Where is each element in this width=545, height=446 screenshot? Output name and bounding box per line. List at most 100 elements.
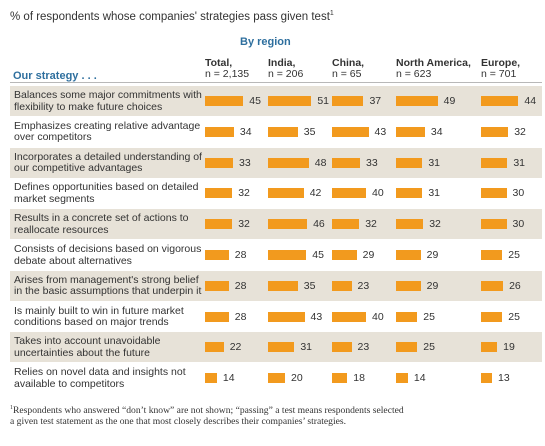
- chart-bar: [268, 373, 285, 384]
- chart-bar: [481, 188, 507, 199]
- chart-bar: [396, 219, 424, 230]
- column-header: China, n = 65: [332, 58, 364, 80]
- chart-bar: [205, 188, 233, 199]
- table-row: Results in a concrete set of actions to …: [10, 209, 542, 240]
- data-label: 20: [291, 372, 303, 385]
- chart-bar: [268, 311, 305, 322]
- data-label: 31: [428, 156, 441, 169]
- chart-bar: [205, 126, 234, 137]
- row-label: Arises from management's strong belief i…: [14, 273, 202, 298]
- data-label: 14: [413, 372, 426, 385]
- footnote-mark: 1: [10, 405, 13, 411]
- chart-bar: [332, 250, 357, 260]
- chart-bar: [268, 188, 304, 199]
- data-label: 14: [222, 372, 235, 385]
- chart-bar: [481, 342, 498, 353]
- chart-bar: [396, 157, 423, 168]
- data-label: 34: [239, 125, 252, 138]
- data-label: 35: [303, 279, 316, 292]
- chart-bar: [332, 280, 352, 291]
- chart-title: % of respondents whose companies' strate…: [10, 10, 334, 23]
- chart-bar: [268, 157, 309, 168]
- data-label: 40: [372, 310, 384, 323]
- chart-bar: [396, 373, 408, 384]
- data-label: 25: [508, 310, 520, 323]
- data-label: 44: [524, 95, 537, 107]
- data-label: 33: [239, 156, 251, 169]
- chart-bar: [396, 96, 438, 106]
- column-header-n: n = 701: [481, 68, 517, 80]
- data-label: 25: [423, 341, 435, 354]
- data-label: 30: [512, 218, 525, 231]
- data-label: 32: [365, 218, 377, 231]
- chart-bar: [396, 126, 425, 137]
- column-header-n: n = 623: [396, 68, 432, 80]
- data-label: 51: [317, 95, 330, 107]
- chart-bar: [481, 250, 503, 260]
- chart-bar: [481, 157, 508, 168]
- chart-bar: [332, 219, 360, 230]
- chart-bar: [396, 342, 418, 353]
- data-label: 46: [313, 218, 325, 231]
- table-row: Balances some major commitments with fle…: [10, 86, 542, 116]
- data-label: 40: [372, 187, 384, 200]
- data-label: 32: [514, 125, 526, 138]
- chart-bar: [205, 280, 229, 291]
- row-label: Results in a concrete set of actions to …: [14, 212, 189, 236]
- data-label: 45: [249, 95, 261, 107]
- data-label: 34: [430, 125, 443, 138]
- data-label: 25: [423, 310, 435, 323]
- chart-bar: [332, 342, 352, 353]
- table-row: Relies on novel data and insights not av…: [10, 363, 542, 393]
- data-label: 35: [303, 125, 316, 138]
- chart-bar: [205, 373, 217, 384]
- chart-bar: [332, 157, 361, 168]
- row-label: Emphasizes creating relative advantage o…: [14, 119, 201, 144]
- column-header-n: n = 65: [332, 68, 362, 80]
- chart-bar: [396, 188, 423, 199]
- chart-bar: [268, 250, 307, 260]
- row-label: Defines opportunities based on detailed …: [14, 181, 199, 205]
- chart-bar: [205, 311, 229, 322]
- chart-bar: [396, 280, 421, 291]
- column-header-name: Europe,: [481, 57, 521, 69]
- strategy-header: Our strategy . . .: [13, 70, 97, 82]
- chart-bar: [481, 280, 504, 291]
- chart-bar: [268, 219, 308, 230]
- data-label: 28: [234, 279, 247, 292]
- data-label: 31: [513, 156, 526, 169]
- column-header-n: n = 2,135: [205, 68, 250, 80]
- data-label: 23: [357, 341, 370, 354]
- data-label: 13: [498, 372, 510, 385]
- data-label: 33: [366, 156, 378, 169]
- row-label: Balances some major commitments with fle…: [14, 89, 202, 113]
- table-row: Consists of decisions based on vigorous …: [10, 240, 542, 270]
- chart-bar: [332, 126, 369, 137]
- chart-bar: [332, 188, 366, 199]
- data-label: 30: [512, 187, 525, 200]
- data-label: 43: [310, 310, 323, 323]
- chart-bar: [332, 96, 364, 106]
- title-footnote-mark: 1: [329, 10, 334, 17]
- column-header: North America, n = 623: [396, 58, 471, 80]
- chart-bar: [332, 373, 348, 384]
- chart-bar: [205, 157, 234, 168]
- column-header: Europe, n = 701: [481, 58, 520, 80]
- column-header-name: North America,: [396, 57, 471, 69]
- table-row: Defines opportunities based on detailed …: [10, 178, 542, 208]
- chart-bar: [268, 342, 295, 353]
- data-label: 32: [238, 218, 250, 231]
- row-label: Incorporates a detailed understanding of…: [14, 150, 202, 175]
- column-header: Total, n = 2,135: [205, 58, 249, 80]
- data-label: 18: [353, 372, 365, 385]
- data-label: 31: [300, 341, 313, 354]
- column-header-name: China,: [332, 57, 365, 69]
- chart-bar: [205, 96, 244, 106]
- data-label: 49: [443, 95, 456, 107]
- table-row: Takes into account unavoidable uncertain…: [10, 332, 542, 363]
- row-label: Is mainly built to win in future market …: [14, 304, 184, 329]
- data-label: 23: [357, 279, 370, 292]
- chart-bar: [205, 342, 224, 353]
- chart-bar: [268, 126, 298, 137]
- row-label: Consists of decisions based on vigorous …: [14, 243, 202, 267]
